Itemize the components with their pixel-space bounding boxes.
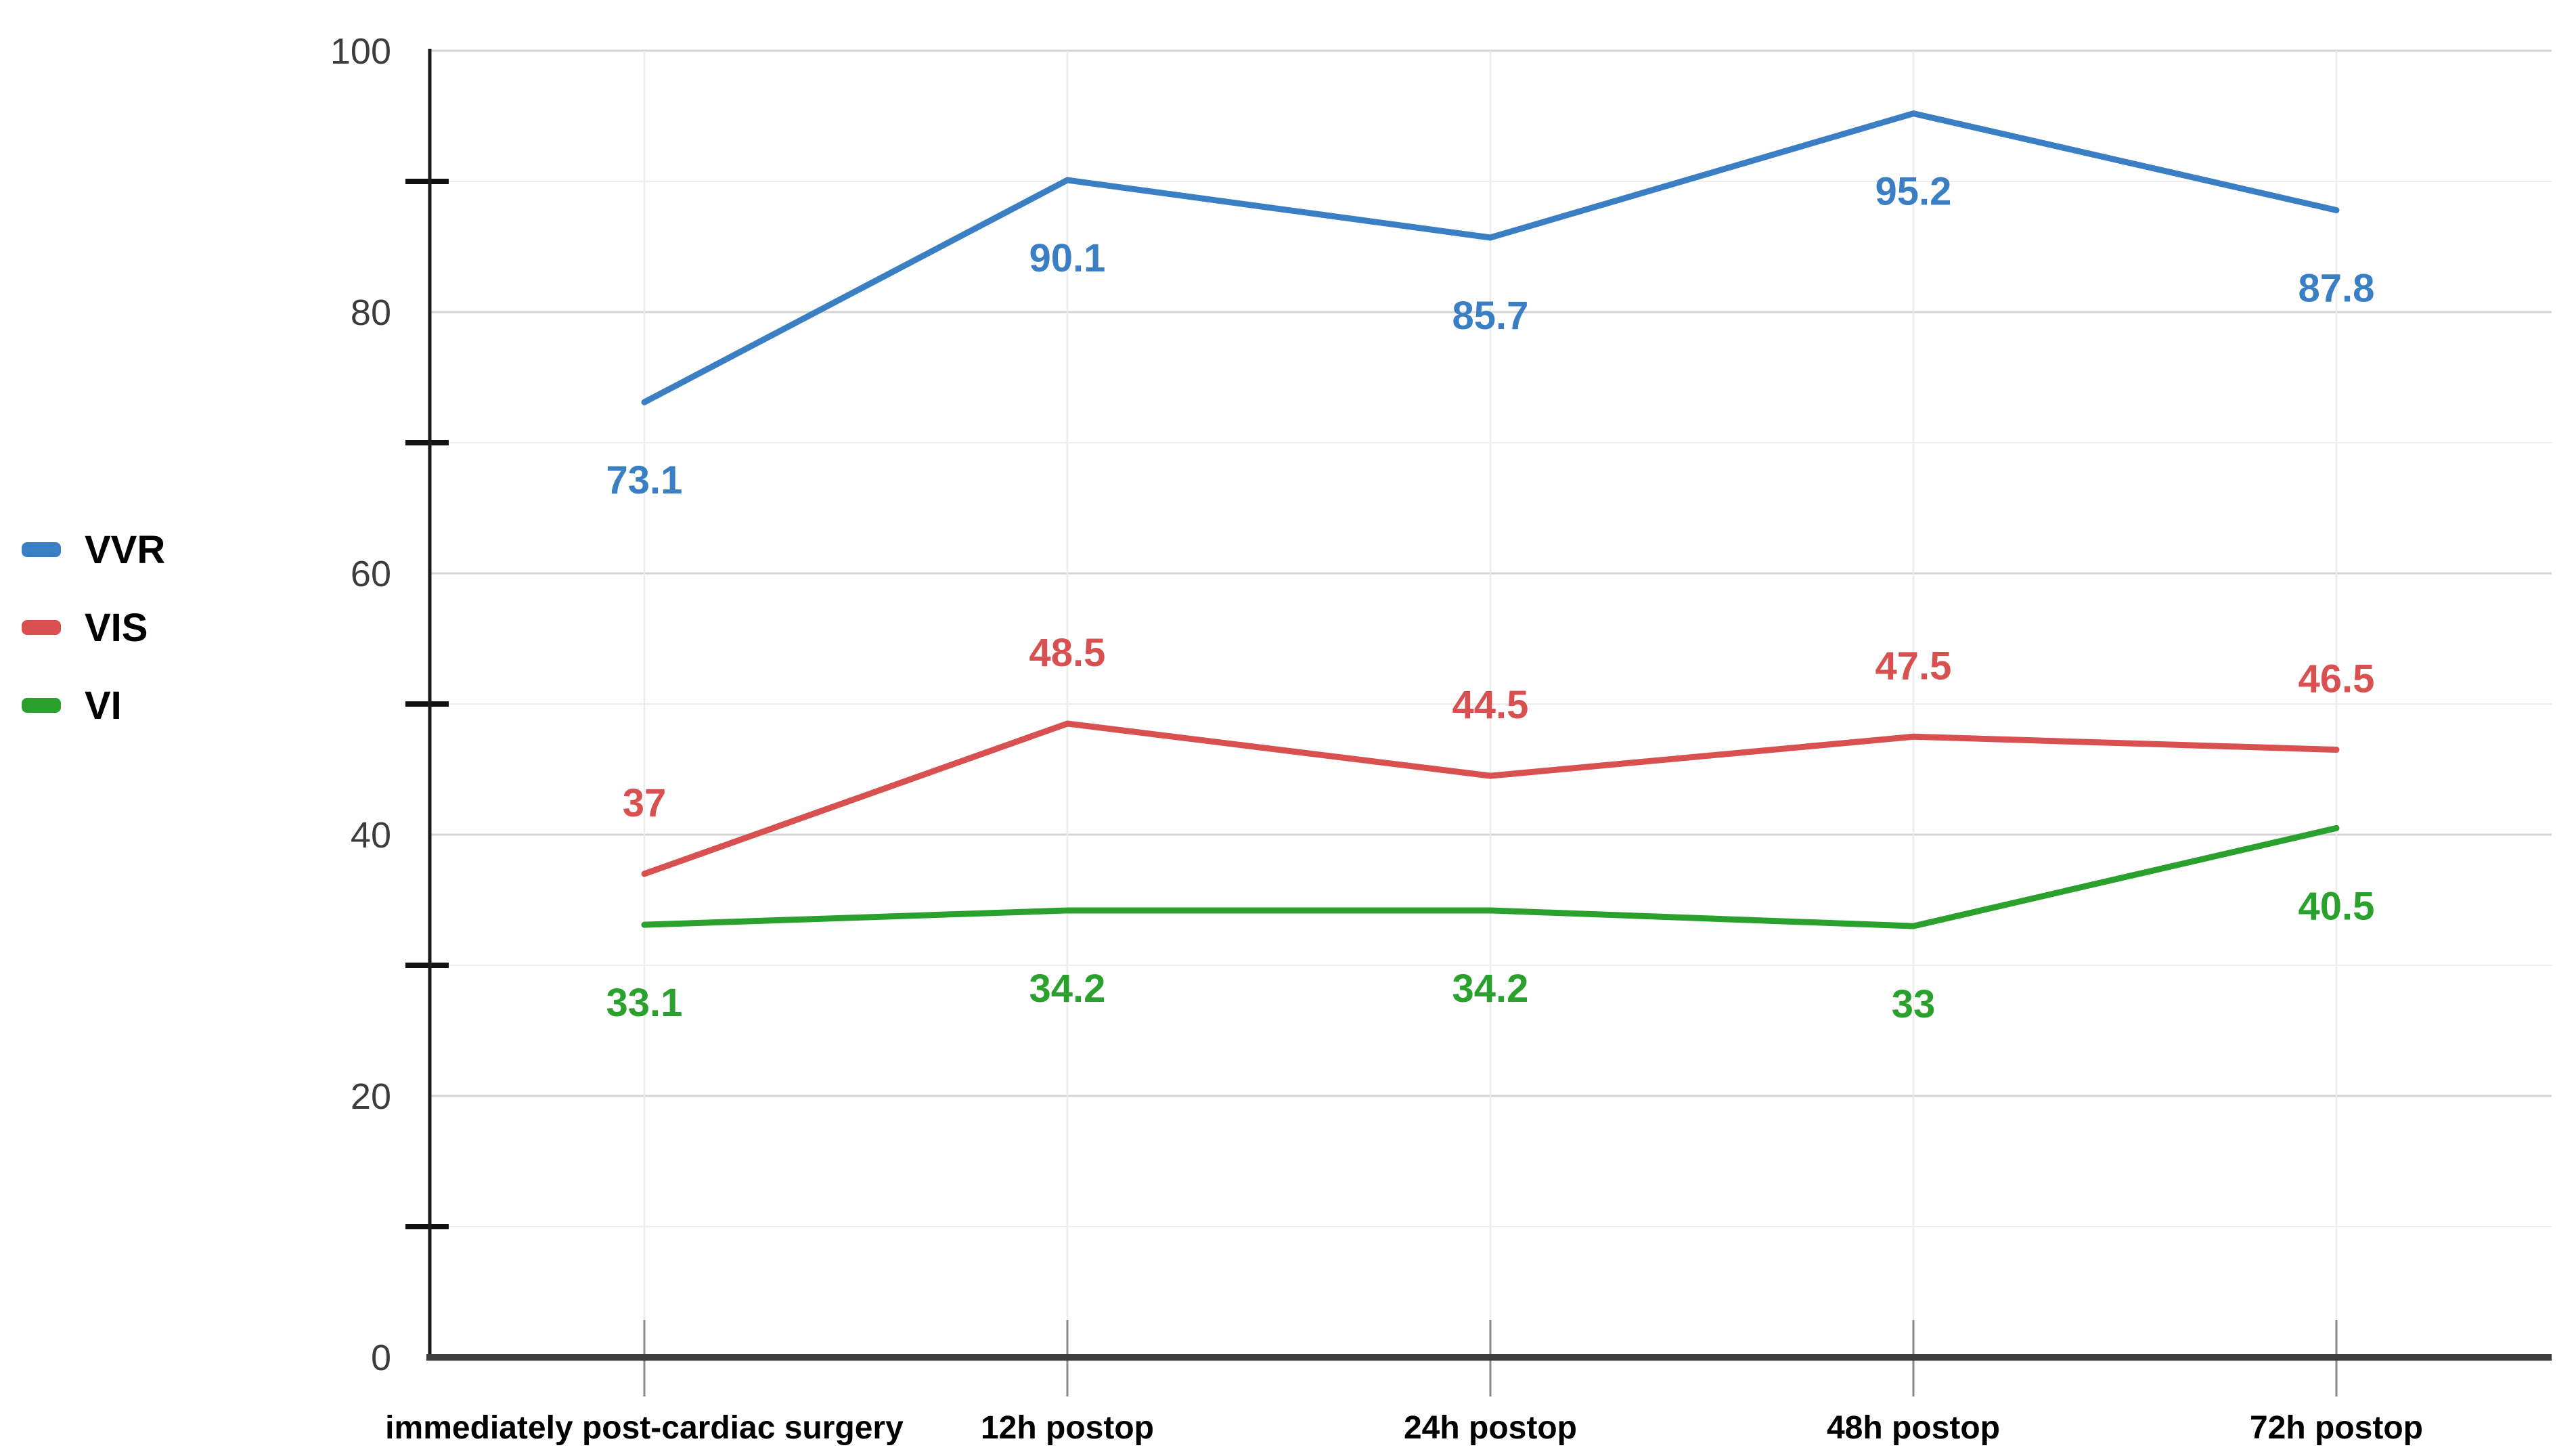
data-label-vis-4: 46.5: [2299, 657, 2375, 701]
data-label-vi-0: 33.1: [606, 981, 683, 1025]
legend-item-vi: VI: [22, 684, 122, 728]
data-label-vvr-4: 87.8: [2299, 266, 2375, 310]
data-label-vvr-1: 90.1: [1029, 236, 1106, 280]
data-label-vi-2: 34.2: [1452, 967, 1529, 1011]
series-line-vis: [641, 720, 2340, 877]
y-tick-label-40: 40: [351, 815, 391, 856]
x-tick-label-2: 24h postop: [1404, 1410, 1577, 1446]
data-label-vi-1: 34.2: [1029, 967, 1106, 1011]
y-axis-minor-ticks: [405, 179, 449, 1229]
data-label-vvr-0: 73.1: [606, 458, 683, 502]
data-label-vis-3: 47.5: [1875, 644, 1952, 688]
x-axis-labels: immediately post-cardiac surgery 12h post…: [385, 1410, 2423, 1446]
legend-item-vvr: VVR: [22, 528, 165, 572]
legend-label-vi: VI: [85, 684, 122, 728]
data-label-vvr-3: 95.2: [1875, 170, 1952, 214]
x-tick-label-3: 48h postop: [1827, 1410, 2000, 1446]
legend-label-vis: VIS: [85, 606, 148, 650]
data-label-vis-2: 44.5: [1452, 683, 1529, 727]
x-tick-label-0: immediately post-cardiac surgery: [385, 1410, 904, 1446]
data-label-vvr-2: 85.7: [1452, 294, 1529, 338]
y-tick-label-100: 100: [330, 31, 391, 72]
data-labels-vvr: 73.1 90.1 85.7 95.2 87.8: [606, 170, 2375, 503]
data-label-vi-4: 40.5: [2299, 884, 2375, 928]
data-labels-vi: 33.1 34.2 34.2 33 40.5: [606, 884, 2375, 1026]
data-labels-vis: 37 48.5 44.5 47.5 46.5: [623, 631, 2375, 825]
data-label-vis-1: 48.5: [1029, 631, 1106, 675]
y-tick-label-0: 0: [371, 1338, 391, 1378]
series-line-vi: [641, 824, 2340, 929]
series-line-vvr: [641, 110, 2340, 405]
legend-item-vis: VIS: [22, 606, 148, 650]
legend-swatch-vi: [22, 698, 61, 713]
y-tick-label-60: 60: [351, 554, 391, 594]
y-axis-labels: 0 20 40 60 80 100: [330, 31, 391, 1378]
x-tick-label-4: 72h postop: [2250, 1410, 2423, 1446]
vertical-category-gridlines: [643, 51, 2338, 1357]
data-label-vi-3: 33: [1892, 982, 1936, 1026]
data-label-vis-0: 37: [623, 781, 667, 825]
chart-legend: VVR VIS VI: [22, 528, 165, 728]
x-tick-label-1: 12h postop: [981, 1410, 1154, 1446]
legend-label-vvr: VVR: [85, 528, 165, 572]
legend-swatch-vvr: [22, 542, 61, 557]
legend-swatch-vis: [22, 620, 61, 635]
y-tick-label-80: 80: [351, 292, 391, 333]
y-tick-label-20: 20: [351, 1076, 391, 1117]
